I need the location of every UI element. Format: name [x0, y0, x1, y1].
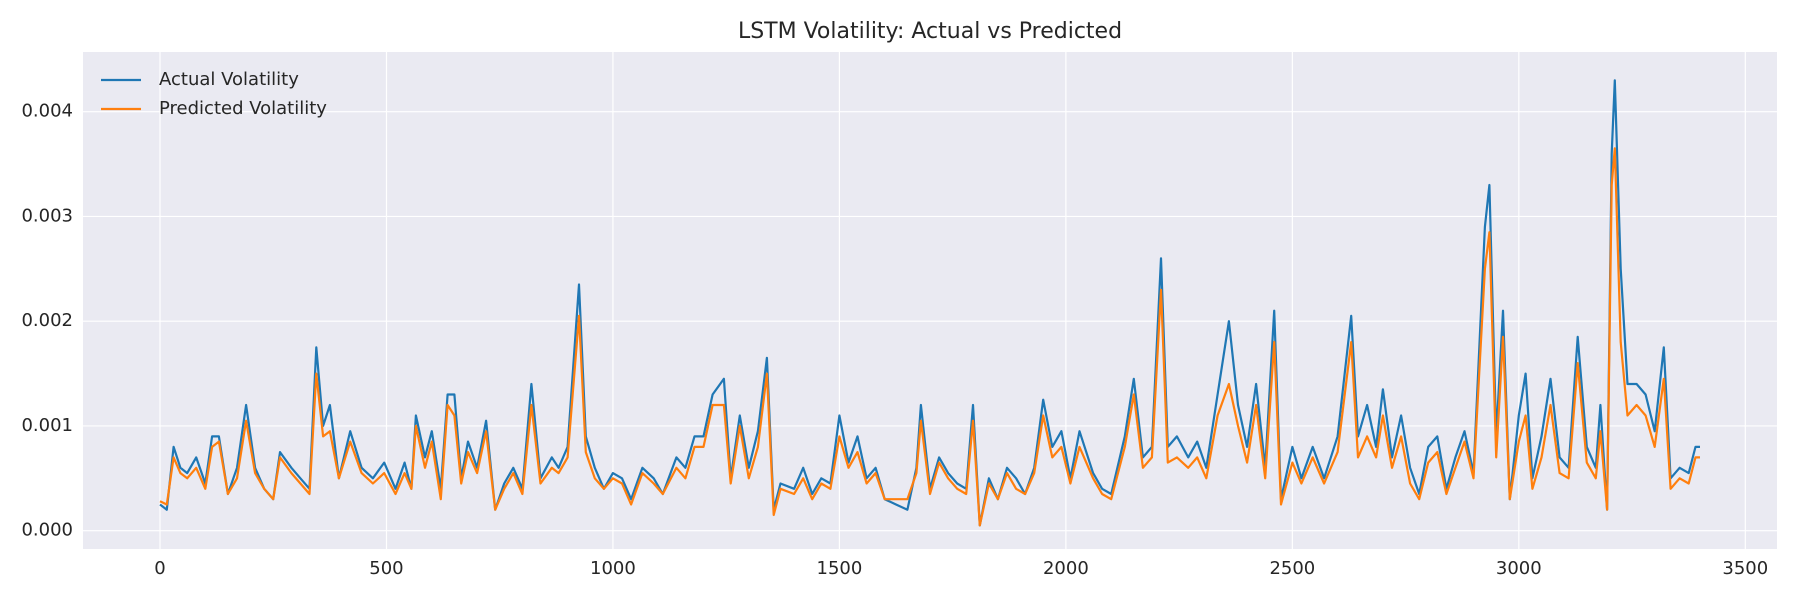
- legend-label: Actual Volatility: [159, 69, 299, 90]
- x-tick-label: 2500: [1269, 558, 1315, 579]
- x-tick-label: 1500: [817, 558, 863, 579]
- x-tick-label: 3000: [1496, 558, 1542, 579]
- x-tick-label: 2000: [1043, 558, 1089, 579]
- x-tick-label: 500: [369, 558, 403, 579]
- line: [159, 147, 1700, 527]
- y-tick-label: 0.002: [21, 310, 73, 331]
- x-tick-label: 1000: [590, 558, 636, 579]
- legend-label: Predicted Volatility: [159, 98, 327, 119]
- y-tick-label: 0.004: [21, 101, 73, 122]
- y-tick-label: 0.003: [21, 205, 73, 226]
- y-tick-label: 0.001: [21, 415, 73, 436]
- chart-title: LSTM Volatility: Actual vs Predicted: [738, 19, 1122, 44]
- y-tick-label: 0.000: [21, 520, 73, 541]
- x-tick-label: 3500: [1722, 558, 1768, 579]
- plot-area: [83, 52, 1777, 549]
- x-tick-label: 0: [154, 558, 165, 579]
